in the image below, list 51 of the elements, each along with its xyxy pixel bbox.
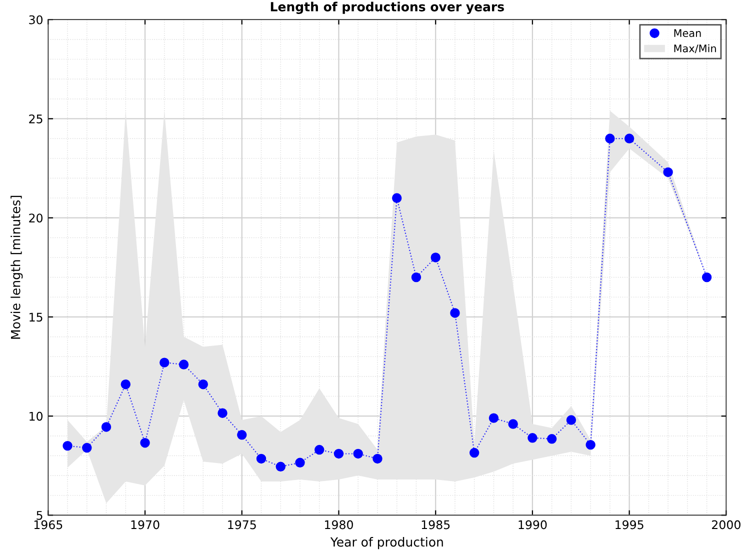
point: [450, 308, 460, 318]
x-tick-label: 1970: [131, 520, 160, 530]
x-tick-label: 1965: [34, 520, 62, 530]
y-tick-label: 15: [30, 312, 42, 322]
point: [101, 422, 112, 432]
y-tick-label: 5: [36, 511, 42, 520]
x-tick-label: 1985: [422, 520, 450, 530]
x-axis-title: Year of production: [330, 537, 443, 550]
point: [82, 442, 92, 453]
point: [62, 440, 72, 451]
point: [566, 415, 576, 425]
x-tick-label: 1975: [228, 520, 256, 530]
point: [411, 272, 422, 282]
y-tick-label: 10: [30, 412, 43, 421]
point: [218, 408, 228, 418]
legend-label: Max/Min: [674, 44, 716, 54]
point: [605, 134, 615, 144]
point: [546, 434, 557, 444]
point: [178, 360, 189, 370]
point: [508, 419, 518, 429]
x-tick-label: 1990: [518, 520, 547, 530]
x-tick-label: 1980: [325, 520, 353, 530]
point: [160, 358, 170, 368]
chart-title: Length of productions over years: [270, 2, 504, 14]
point: [140, 438, 150, 448]
point: [488, 413, 499, 423]
legend-label: Mean: [674, 29, 701, 38]
point: [392, 193, 402, 203]
y-axis-title: Movie length [minutes]: [10, 196, 23, 339]
point: [198, 380, 208, 390]
point: [314, 444, 324, 455]
point: [120, 380, 131, 390]
point: [237, 430, 247, 440]
point: [663, 167, 673, 178]
point: [624, 134, 634, 144]
x-tick-label: 1995: [616, 520, 644, 530]
point: [276, 462, 286, 472]
point: [469, 448, 480, 458]
point: [702, 272, 712, 282]
x-tick-label: 2000: [712, 520, 740, 530]
point: [295, 458, 305, 468]
y-tick-label: 20: [29, 214, 43, 222]
point: [372, 454, 382, 464]
y-tick-label: 25: [29, 114, 42, 124]
y-tick-label: 30: [29, 15, 43, 24]
point: [586, 440, 596, 450]
point: [256, 454, 266, 464]
point: [430, 252, 440, 262]
point: [353, 448, 363, 459]
point: [334, 448, 344, 459]
point: [528, 433, 538, 443]
